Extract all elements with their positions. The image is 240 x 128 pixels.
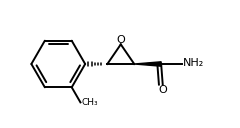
Text: O: O [158, 85, 167, 95]
Text: O: O [116, 35, 125, 45]
Text: CH₃: CH₃ [81, 98, 98, 107]
Text: NH₂: NH₂ [183, 58, 204, 68]
Polygon shape [134, 62, 161, 66]
